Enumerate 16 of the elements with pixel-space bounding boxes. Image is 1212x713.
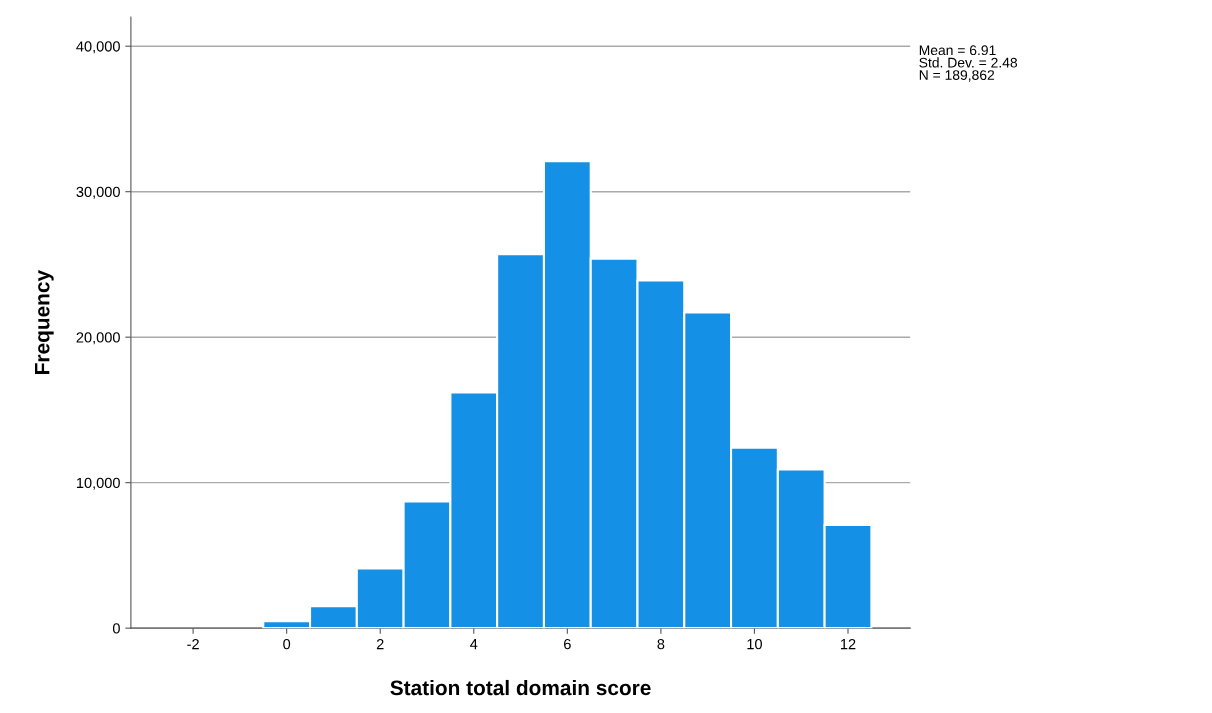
x-tick-label: 2 [376, 638, 384, 650]
x-tick-label: 6 [564, 638, 571, 650]
x-tick-label: 4 [470, 639, 478, 650]
x-axis-title: Station total domain score [390, 679, 651, 696]
y-axis-title: Frequency [35, 270, 54, 374]
y-tick-label: 20,000 [76, 332, 120, 345]
x-tick-label: 12 [841, 638, 856, 650]
y-tick-label: 0 [112, 623, 120, 634]
y-tick-label: 10,000 [76, 477, 120, 490]
x-tick-label: -2 [187, 638, 199, 650]
x-tick-label: 10 [747, 638, 762, 650]
text: Mean = 6.91 Std. Dev. = 2.48 N = 189,862 [919, 45, 1018, 82]
y-tick-label: 30,000 [76, 186, 120, 199]
x-tick-label: 0 [283, 638, 291, 650]
x-tick-label: 8 [657, 638, 665, 650]
y-tick-label: 40,000 [76, 41, 120, 54]
